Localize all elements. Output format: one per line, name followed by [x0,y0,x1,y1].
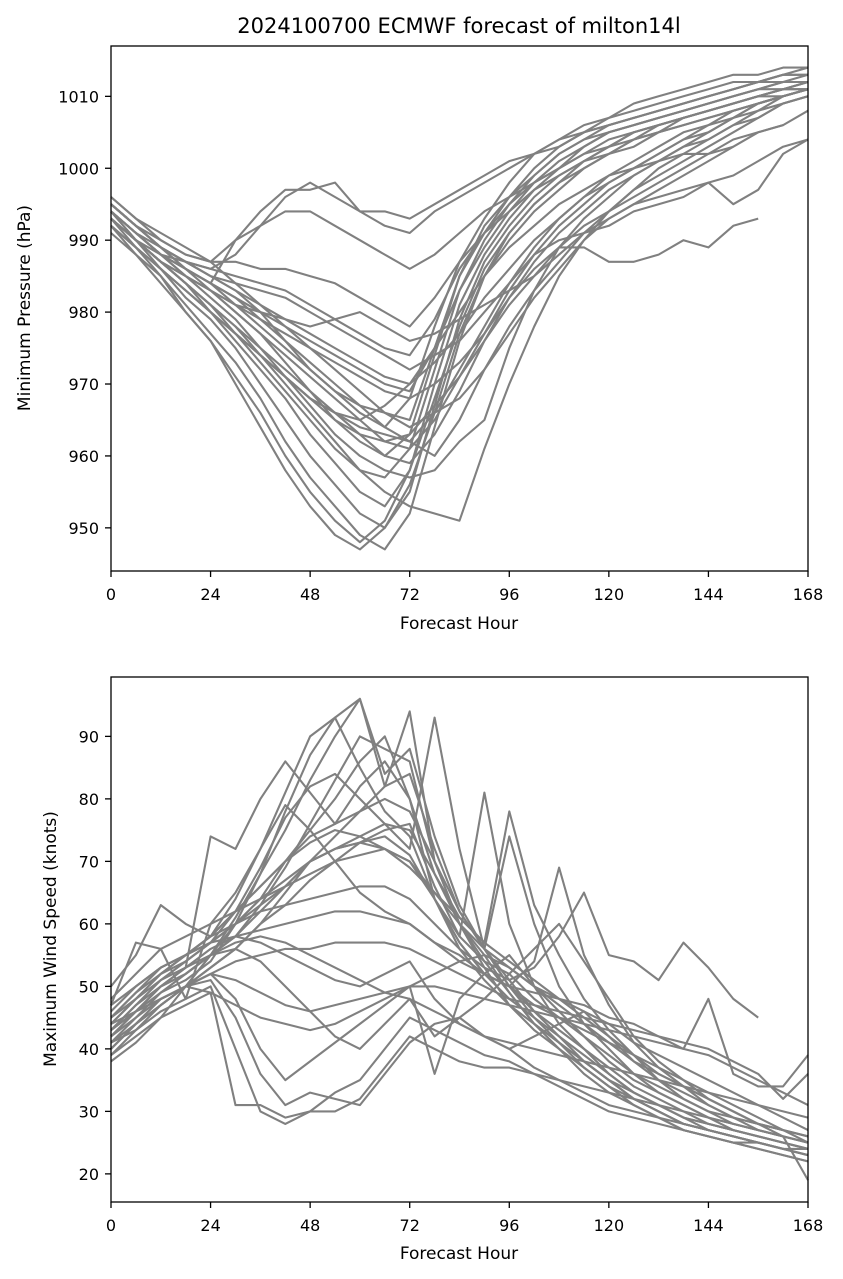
pressure-y-axis-label: Minimum Pressure (hPa) [15,205,35,411]
pressure-y-tick-label: 1000 [58,159,99,178]
wind-ensemble-member-25 [110,935,809,1119]
chart-title: 2024100700 ECMWF forecast of milton14l [237,14,680,38]
wind-chart: 0 24 48 72 96 120 144 168 20 30 40 50 60 70 80 90 Forec… [41,676,824,1264]
pressure-ensemble-member-12 [110,88,809,328]
wind-ensemble-member-16 [110,941,809,1100]
pressure-y-tick-label: 1010 [58,87,99,106]
pressure-x-tick-label: 144 [693,585,724,604]
pressure-ensemble-member-21 [110,88,809,479]
pressure-ensemble-member-18 [110,138,809,429]
wind-x-tick-label: 120 [594,1216,625,1235]
wind-ensemble-member-11 [110,810,809,1144]
wind-x-tick-label: 48 [300,1216,320,1235]
wind-y-tick-label: 30 [79,1102,99,1121]
pressure-ensemble-member-26 [110,88,809,450]
pressure-x-tick-label: 48 [300,585,320,604]
wind-x-tick-label: 0 [106,1216,116,1235]
wind-ensemble-member-17 [110,972,809,1107]
wind-y-tick-label: 90 [79,727,99,746]
pressure-x-tick-label: 96 [499,585,519,604]
pressure-x-tick-label: 24 [200,585,220,604]
wind-ensemble-member-13 [110,835,809,1144]
wind-y-tick-label: 50 [79,977,99,996]
wind-ensemble-member-19 [110,991,809,1144]
pressure-ensemble-member-13 [110,80,809,270]
wind-ensemble-member-14 [110,885,759,1019]
wind-x-tick-label: 24 [200,1216,220,1235]
pressure-axis-ticks: 0 24 48 72 96 120 144 168 950 960 970 980 990 1000 101… [58,87,823,604]
pressure-y-tick-label: 960 [68,447,99,466]
pressure-ensemble-member-16 [110,138,809,371]
wind-x-axis-label: Forecast Hour [400,1244,518,1264]
pressure-x-tick-label: 168 [793,585,824,604]
wind-ensemble-member-22 [110,954,809,1144]
wind-y-tick-label: 40 [79,1040,99,1059]
pressure-ensemble-member-28 [110,109,809,342]
pressure-x-tick-label: 120 [594,585,625,604]
pressure-ensemble-member-2 [110,66,808,429]
pressure-ensemble-member-24 [110,88,809,443]
pressure-x-axis-label: Forecast Hour [400,614,518,634]
wind-ensemble-member-28 [110,829,809,1181]
pressure-ensemble-member-23 [110,95,809,386]
pressure-ensemble-member-27 [110,145,734,422]
wind-ensemble-member-20 [110,985,808,1150]
wind-y-tick-label: 20 [79,1165,99,1184]
wind-x-tick-label: 96 [499,1216,519,1235]
pressure-ensemble-member-1 [110,66,809,422]
wind-ensemble-member-3 [110,697,809,1157]
wind-ensemble-member-24 [110,935,809,1138]
pressure-ensemble-member-25 [110,95,809,465]
pressure-y-tick-label: 980 [68,303,99,322]
wind-y-tick-label: 80 [79,790,99,809]
pressure-y-tick-label: 970 [68,375,99,394]
wind-ensemble-member-6 [110,697,809,1157]
pressure-ensemble-member-15 [110,73,808,285]
wind-x-tick-label: 168 [793,1216,824,1235]
wind-plot-frame [110,676,809,1203]
pressure-y-tick-label: 950 [68,519,99,538]
wind-ensemble-member-27 [110,804,809,1144]
pressure-ensemble-member-20 [110,88,809,522]
pressure-x-tick-label: 72 [400,585,420,604]
wind-series-group [110,697,809,1181]
wind-x-tick-label: 144 [693,1216,724,1235]
wind-axis-ticks: 0 24 48 72 96 120 144 168 20 30 40 50 60 70 80 90 [79,727,824,1235]
wind-x-tick-label: 72 [400,1216,420,1235]
pressure-x-tick-label: 0 [106,585,116,604]
pressure-y-tick-label: 990 [68,231,99,250]
pressure-series-group [110,66,809,551]
wind-ensemble-member-23 [110,947,809,1138]
wind-ensemble-member-12 [110,847,809,1138]
wind-ensemble-member-21 [110,979,809,1157]
pressure-chart: 2024100700 ECMWF forecast of milton14l 0… [15,14,823,634]
wind-ensemble-member-26 [110,841,809,1132]
wind-y-tick-label: 70 [79,852,99,871]
wind-y-tick-label: 60 [79,915,99,934]
wind-ensemble-member-7 [110,716,809,1150]
pressure-plot-frame [110,45,809,572]
wind-y-axis-label: Maximum Wind Speed (knots) [41,811,61,1067]
